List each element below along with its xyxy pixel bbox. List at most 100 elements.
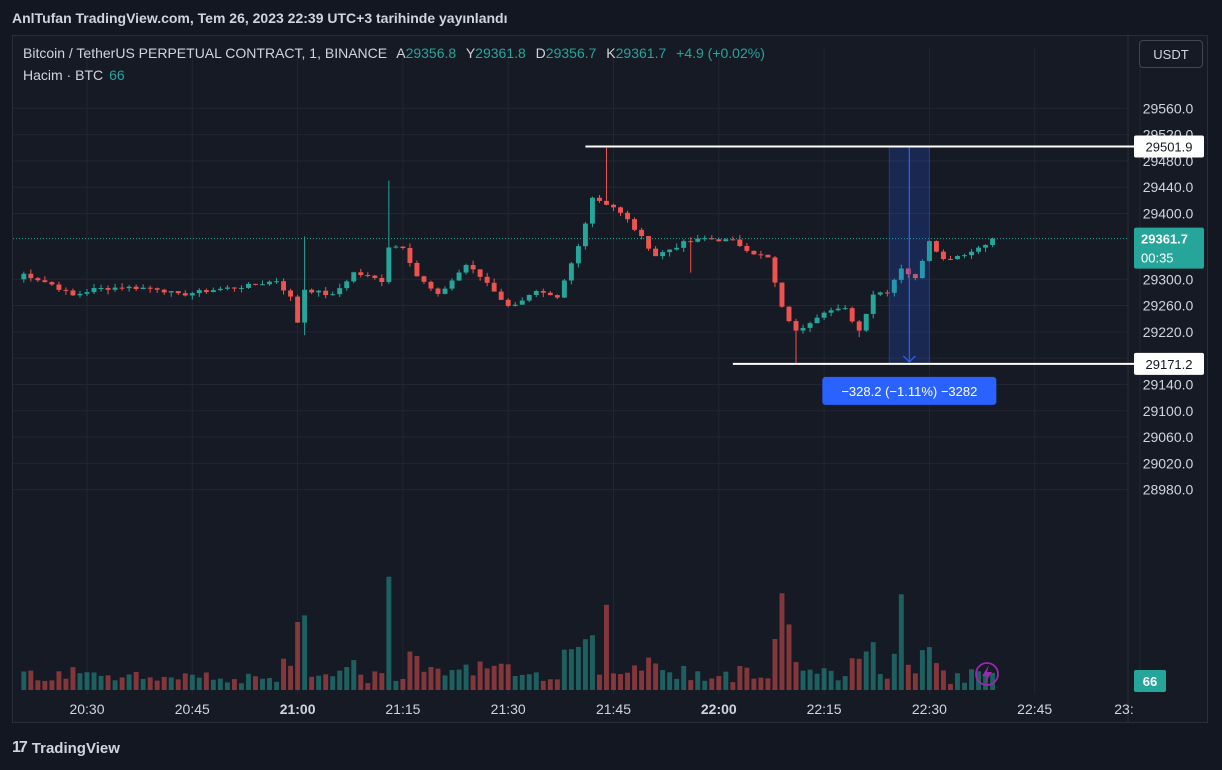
- candle-body: [435, 288, 441, 294]
- volume-bar: [456, 669, 462, 690]
- volume-bar: [231, 679, 237, 690]
- candle-body: [428, 281, 434, 289]
- volume-bar: [203, 672, 209, 690]
- currency-button[interactable]: USDT: [1139, 40, 1203, 68]
- x-tick-label: 21:45: [596, 701, 631, 717]
- volume-bar: [828, 670, 834, 690]
- volume-bar: [589, 635, 595, 690]
- lower-line-price-label: 29171.2: [1134, 352, 1204, 375]
- volume-bar: [365, 683, 371, 690]
- candles: [21, 147, 996, 364]
- volume-bar: [302, 615, 308, 690]
- volume-bar: [779, 593, 785, 690]
- volume-bar: [793, 662, 799, 690]
- volume-bar: [702, 680, 708, 690]
- lower-line-price: 29171.2: [1146, 357, 1193, 372]
- close-value: 29361.7: [615, 45, 667, 61]
- volume-bar: [344, 667, 350, 690]
- volume-bar: [730, 682, 736, 690]
- x-tick-label: 21:30: [491, 701, 526, 717]
- open-label: A: [396, 45, 406, 61]
- candle-body: [667, 249, 673, 253]
- x-tick-label: 22:45: [1017, 701, 1052, 717]
- candle-body: [498, 291, 504, 300]
- volume-bar: [126, 674, 132, 690]
- volume-bar: [28, 670, 34, 690]
- volume-bar: [807, 669, 813, 690]
- volume-bar: [91, 672, 97, 690]
- candle-body: [821, 312, 827, 318]
- candle-body: [772, 257, 778, 283]
- tradingview-brand[interactable]: 17 TradingView: [12, 739, 120, 757]
- candle-body: [758, 254, 764, 256]
- volume-bar: [372, 671, 378, 690]
- volume-bar: [330, 676, 336, 690]
- volume-bar: [800, 670, 806, 690]
- volume-bar: [400, 678, 406, 690]
- y-tick-label: 29440.0: [1143, 179, 1194, 195]
- candle-body: [400, 246, 406, 248]
- candle-body: [730, 239, 736, 241]
- candle-body: [147, 287, 153, 289]
- volume-bar: [470, 675, 476, 690]
- candle-body: [470, 265, 476, 270]
- low-value: 29356.7: [545, 45, 597, 61]
- volume-bar: [554, 679, 560, 690]
- volume-bar: [288, 665, 294, 690]
- volume-bar: [505, 664, 511, 690]
- candle-body: [133, 286, 139, 290]
- volume-bar: [772, 638, 778, 690]
- candle-body: [112, 287, 118, 290]
- volume-bar: [611, 673, 616, 690]
- y-tick-label: 29020.0: [1143, 455, 1194, 471]
- bar-countdown: 00:35: [1141, 251, 1174, 266]
- volume-bar: [618, 674, 623, 690]
- volume-bar: [646, 657, 652, 690]
- candle-body: [260, 284, 265, 286]
- candle-body: [533, 290, 539, 295]
- candle-body: [561, 280, 567, 298]
- candle-body: [737, 239, 743, 246]
- volume-value: 66: [1143, 674, 1157, 689]
- chart-frame[interactable]: [12, 35, 1208, 723]
- time-axis[interactable]: 20:30 20:45 21:00 21:15 21:30 21:45 22:00 22:15…: [69, 701, 1133, 717]
- candle-body: [540, 290, 546, 293]
- price-axis[interactable]: 29560.029520.029480.029440.029400.029300…: [1143, 100, 1194, 497]
- candle-body: [786, 306, 792, 322]
- volume-bar: [891, 653, 897, 690]
- candle-body: [723, 239, 729, 242]
- candle-body: [505, 299, 511, 306]
- lightning-icon[interactable]: [975, 662, 999, 686]
- candle-body: [77, 293, 83, 296]
- measure-tool[interactable]: −328.2 (−1.11%) −3282: [822, 146, 997, 405]
- volume-bar: [842, 676, 848, 690]
- candle-body: [154, 288, 160, 290]
- tradingview-logo-icon: 17: [12, 739, 28, 756]
- candle-body: [625, 212, 630, 220]
- current-price: 29361.7: [1141, 232, 1188, 247]
- candle-body: [217, 288, 223, 291]
- candle-body: [484, 276, 490, 283]
- candle-body: [512, 304, 518, 306]
- candle-body: [323, 290, 329, 296]
- x-tick-label: 20:45: [175, 701, 210, 717]
- candle-body: [814, 317, 820, 324]
- volume-bar: [575, 646, 581, 690]
- y-tick-label: 29140.0: [1143, 376, 1194, 392]
- volume-bar: [449, 670, 455, 690]
- volume-bar: [667, 672, 673, 690]
- volume-bar: [849, 658, 855, 690]
- candle-body: [421, 276, 427, 282]
- volume-bar: [940, 670, 946, 690]
- volume-bar: [140, 678, 146, 690]
- brand-name: TradingView: [31, 739, 120, 757]
- candle-body: [646, 236, 652, 249]
- candle-body: [962, 255, 967, 257]
- upper-line-price: 29501.9: [1146, 140, 1193, 155]
- candle-body: [955, 255, 960, 260]
- volume-bar: [751, 678, 757, 690]
- candle-body: [189, 293, 195, 296]
- volume-bar: [435, 668, 441, 690]
- volume-bar: [983, 674, 989, 690]
